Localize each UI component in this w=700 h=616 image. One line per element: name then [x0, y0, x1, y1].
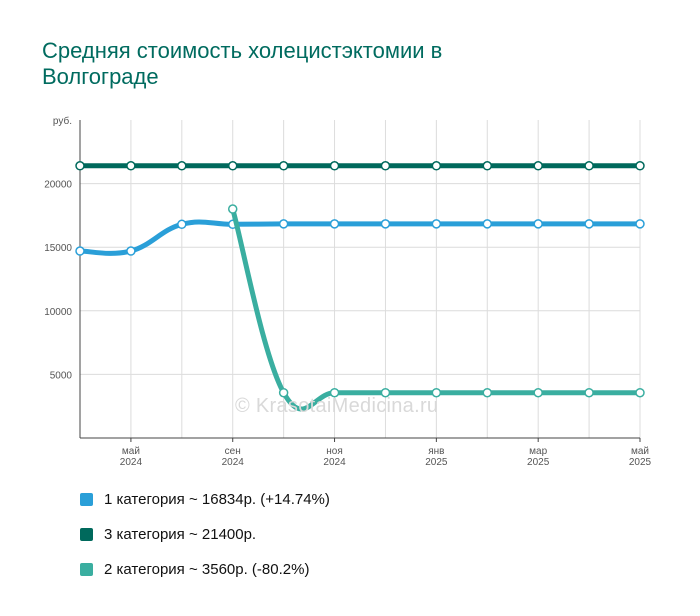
legend-label: 1 категория ~ 16834р. (+14.74%)	[104, 490, 330, 508]
legend-label: 2 категория ~ 3560р. (-80.2%)	[104, 560, 310, 578]
legend-item-category-2[interactable]: 2 категория ~ 3560р. (-80.2%)	[80, 559, 330, 579]
data-point	[482, 219, 493, 229]
y-axis-unit-label: руб.	[53, 115, 72, 127]
x-tick-label-month: янв	[428, 446, 444, 457]
data-point	[635, 161, 645, 171]
x-tick-label-year: 2025	[425, 457, 448, 468]
data-point	[278, 219, 289, 229]
series-1	[75, 161, 645, 171]
data-point	[329, 387, 340, 398]
chart-title: Средняя стоимость холецистэктомии в Волг…	[42, 38, 443, 89]
data-point	[177, 161, 187, 171]
data-point	[75, 246, 85, 256]
x-tick-label-month: май	[631, 446, 649, 457]
y-tick-label: 15000	[44, 243, 72, 254]
data-point	[278, 387, 289, 398]
data-point	[329, 219, 340, 229]
legend: 1 категория ~ 16834р. (+14.74%) 3 катего…	[80, 489, 330, 594]
x-tick-label-month: мар	[529, 446, 547, 457]
data-point	[584, 161, 594, 171]
data-point	[126, 246, 136, 256]
data-point	[380, 219, 391, 229]
data-point	[635, 387, 645, 398]
data-point	[635, 219, 645, 229]
y-tick-label: 10000	[44, 307, 72, 318]
x-tick-label-year: 2024	[120, 457, 143, 468]
legend-swatch	[80, 492, 93, 506]
data-point	[75, 161, 85, 171]
data-point	[482, 387, 493, 398]
legend-item-category-3[interactable]: 3 категория ~ 21400р.	[80, 524, 330, 544]
data-point	[431, 219, 442, 229]
data-point	[431, 387, 442, 398]
x-tick-label-month: сен	[225, 446, 241, 457]
data-point	[329, 161, 340, 171]
line-chart: 5000100001500020000руб.май2024сен2024ноя…	[44, 115, 652, 468]
data-point	[533, 161, 543, 171]
series-3	[227, 204, 645, 412]
series-2	[75, 219, 645, 256]
y-tick-label: 20000	[44, 180, 72, 191]
data-point	[227, 161, 238, 171]
data-point	[227, 204, 238, 214]
legend-swatch	[80, 527, 93, 541]
legend-item-category-1[interactable]: 1 категория ~ 16834р. (+14.74%)	[80, 489, 330, 509]
data-point	[126, 161, 136, 171]
y-tick-label: 5000	[50, 370, 73, 381]
x-tick-label-year: 2025	[629, 457, 652, 468]
x-tick-label-year: 2024	[323, 457, 346, 468]
data-point	[533, 387, 543, 398]
watermark: © KrasotaiMedicina.ru	[235, 395, 439, 417]
data-point	[380, 387, 391, 398]
data-point	[278, 161, 289, 171]
x-tick-label-year: 2025	[527, 457, 550, 468]
legend-swatch	[80, 562, 93, 576]
legend-label: 3 категория ~ 21400р.	[104, 525, 257, 543]
series-line	[77, 219, 643, 256]
data-point	[431, 161, 442, 171]
x-tick-label-year: 2024	[222, 457, 245, 468]
x-tick-label-month: май	[122, 446, 140, 457]
data-point	[533, 219, 543, 229]
data-point	[482, 161, 493, 171]
x-tick-label-month: ноя	[326, 446, 343, 457]
data-point	[177, 219, 187, 230]
data-point	[380, 161, 391, 171]
data-point	[584, 219, 594, 229]
data-point	[584, 387, 594, 398]
